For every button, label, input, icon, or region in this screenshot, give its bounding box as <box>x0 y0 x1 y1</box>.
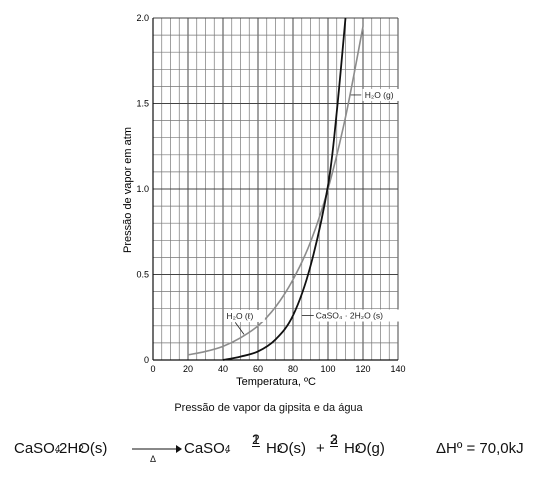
y-axis-label: Pressão de vapor em atm <box>122 127 134 253</box>
series-line-gypsum <box>222 17 347 361</box>
chart-tick-labels: 0 20 40 60 80 100 120 140 0 0.5 1.0 1.5 2.0 <box>136 13 405 374</box>
heat-symbol: Δ <box>150 454 157 464</box>
x-tick-label: 0 <box>150 364 155 374</box>
y-tick-label: 0.5 <box>136 270 149 280</box>
x-tick-label: 20 <box>183 364 193 374</box>
x-tick-label: 120 <box>355 364 370 374</box>
y-tick-label: 2.0 <box>136 13 149 23</box>
x-tick-label: 40 <box>218 364 228 374</box>
annotation-gypsum-label: CaSO₄ · 2H₂O (s) <box>316 311 383 321</box>
annotation-vapor-label-bg <box>362 88 404 101</box>
product-salt: CaSO 4. <box>184 440 231 457</box>
chart-series <box>187 17 364 361</box>
annotation-liquid-label: H₂O (ℓ) <box>227 311 254 321</box>
reactant: CaSO 4.2H 2 O(s) <box>14 440 108 457</box>
x-tick-label: 60 <box>253 364 263 374</box>
y-tick-label: 0 <box>144 355 149 365</box>
annotation-liquid-label-bg <box>224 309 265 322</box>
x-tick-label: 100 <box>320 364 335 374</box>
product-vapor: H 2 O(g) <box>344 440 385 457</box>
annotation-leader-liquid <box>234 322 245 335</box>
plus-sign: + <box>316 440 325 457</box>
chart-annotations: H₂O (g) H₂O (ℓ) CaSO₄ · 2H₂O (s) <box>224 88 404 335</box>
x-tick-label: 140 <box>390 364 405 374</box>
chart-axes <box>152 18 398 361</box>
product-water: H 2 O(s) <box>266 440 307 457</box>
series-line-water <box>187 26 364 356</box>
y-tick-label: 1.0 <box>136 184 149 194</box>
chart-caption: Pressão de vapor da gipsita e da água <box>174 402 363 414</box>
chart-grid <box>152 17 399 361</box>
y-tick-label: 1.5 <box>136 99 149 109</box>
reaction-arrow <box>132 442 182 459</box>
x-axis-label: Temperatura, ºC <box>236 376 316 388</box>
annotation-vapor-label: H₂O (g) <box>365 90 394 100</box>
annotation-gypsum-label-bg <box>313 309 401 322</box>
x-tick-label: 80 <box>288 364 298 374</box>
enthalpy-change: ΔHº = 70,0kJ <box>436 440 524 457</box>
